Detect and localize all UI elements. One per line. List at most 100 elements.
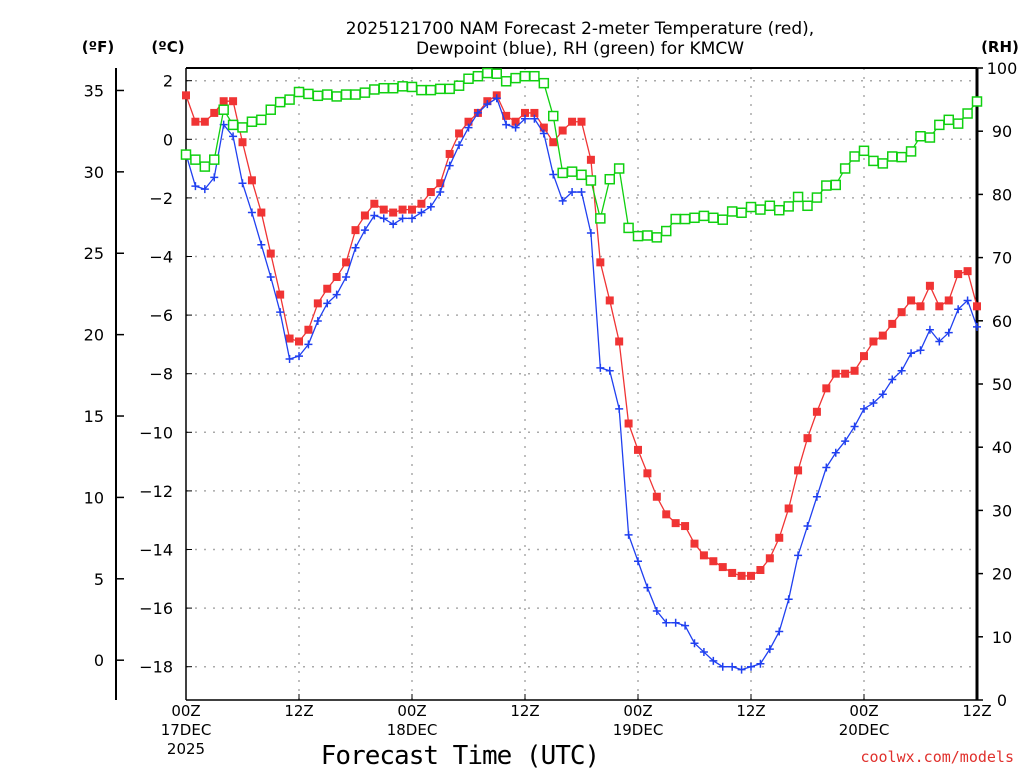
rh-point	[585, 175, 597, 186]
temperature-point	[784, 504, 793, 513]
rh-point	[312, 90, 324, 102]
rh-point	[774, 204, 785, 216]
series-layer	[180, 67, 983, 674]
rh-point	[557, 167, 568, 179]
fahrenheit-tick-label: 0	[94, 651, 104, 670]
temperature-point	[586, 155, 595, 164]
celsius-tick-label: −4	[149, 248, 173, 267]
temperature-point	[775, 533, 784, 542]
dewpoint-point	[728, 662, 737, 671]
dewpoint-point	[473, 108, 482, 117]
rh-point	[726, 206, 738, 217]
celsius-tick-label: −14	[139, 541, 173, 560]
rh-series	[180, 67, 983, 243]
dewpoint-point	[831, 448, 840, 457]
temperature-point	[445, 149, 454, 158]
dewpoint-point	[502, 120, 511, 129]
dewpoint-point	[229, 132, 238, 141]
rh-point	[689, 212, 700, 224]
dewpoint-point	[210, 173, 219, 182]
dewpoint-point	[247, 208, 256, 217]
fahrenheit-tick-label: 5	[94, 570, 104, 589]
celsius-tick-label: −8	[149, 365, 173, 384]
rh-point	[792, 191, 804, 203]
rh-point	[303, 88, 314, 100]
rh-point	[331, 91, 342, 102]
dewpoint-point	[332, 290, 341, 299]
dewpoint-point	[191, 182, 200, 191]
temperature-point	[342, 258, 351, 267]
temperature-point	[398, 205, 407, 214]
rh-point	[595, 213, 606, 224]
temperature-point	[925, 281, 934, 290]
temperature-point	[257, 208, 266, 217]
rh-point	[265, 104, 276, 115]
dewpoint-point	[878, 390, 887, 399]
celsius-tick-label: −18	[139, 658, 173, 677]
dewpoint-point	[408, 214, 416, 223]
rh-point	[849, 151, 860, 162]
dewpoint-point	[530, 114, 539, 123]
rh-point	[435, 83, 446, 95]
dewpoint-point	[737, 665, 746, 674]
dewpoint-point	[944, 328, 953, 337]
temperature-point	[728, 568, 737, 577]
dewpoint-point	[398, 214, 407, 223]
temperature-point	[652, 492, 661, 501]
rh-point	[858, 145, 870, 157]
rh-tick-label: 20	[992, 565, 1012, 584]
temperature-point	[803, 434, 812, 443]
dewpoint-point	[586, 229, 595, 238]
rh-point	[952, 118, 964, 129]
dewpoint-point	[709, 656, 718, 665]
dewpoint-point	[765, 645, 774, 654]
temperature-point	[360, 211, 369, 220]
dewpoint-point	[784, 595, 793, 604]
dewpoint-point	[539, 129, 548, 138]
rh-point	[915, 131, 926, 142]
temperature-point	[502, 111, 511, 120]
temperature-point	[182, 91, 190, 100]
dewpoint-point	[935, 337, 944, 346]
dewpoint-point	[379, 214, 388, 223]
temperature-point	[954, 270, 963, 279]
fahrenheit-tick-label: 20	[84, 326, 104, 345]
temperature-point	[285, 334, 294, 343]
dewpoint-point	[464, 123, 473, 132]
temperature-point	[530, 108, 539, 117]
x-tick-label: 00Z	[397, 702, 426, 720]
dewpoint-point	[643, 583, 652, 592]
temperature-point	[624, 419, 633, 428]
chart-title-line-1: 2025121700 NAM Forecast 2-meter Temperat…	[346, 19, 814, 39]
celsius-tick-label: −6	[149, 306, 173, 325]
dewpoint-series	[182, 94, 981, 674]
temperature-point	[332, 273, 341, 282]
dewpoint-point	[285, 355, 294, 364]
temperature-point	[841, 369, 850, 378]
temperature-point	[878, 331, 887, 340]
temperature-point	[671, 519, 680, 528]
temperature-point	[558, 126, 567, 135]
rh-point	[246, 116, 258, 127]
fahrenheit-tick-label: 35	[84, 81, 104, 100]
dewpoint-point	[549, 170, 558, 179]
rh-point	[369, 84, 380, 95]
dewpoint-point	[426, 202, 435, 211]
dewpoint-point	[577, 188, 586, 197]
temperature-point	[737, 571, 746, 580]
rh-point	[802, 200, 813, 212]
rh-tick-label: 70	[992, 249, 1012, 268]
rh-point	[274, 96, 286, 108]
rh-tick-label: 80	[992, 185, 1012, 204]
rh-point	[811, 192, 823, 203]
temperature-point	[417, 199, 426, 208]
rh-point	[359, 87, 371, 98]
rh-point	[698, 210, 710, 222]
dewpoint-point	[370, 211, 379, 220]
rh-point	[566, 166, 578, 177]
temperature-line	[185, 94, 978, 577]
rh-tick-label: 10	[992, 628, 1012, 647]
dewpoint-point	[257, 240, 266, 249]
dewpoint-point	[266, 273, 275, 282]
